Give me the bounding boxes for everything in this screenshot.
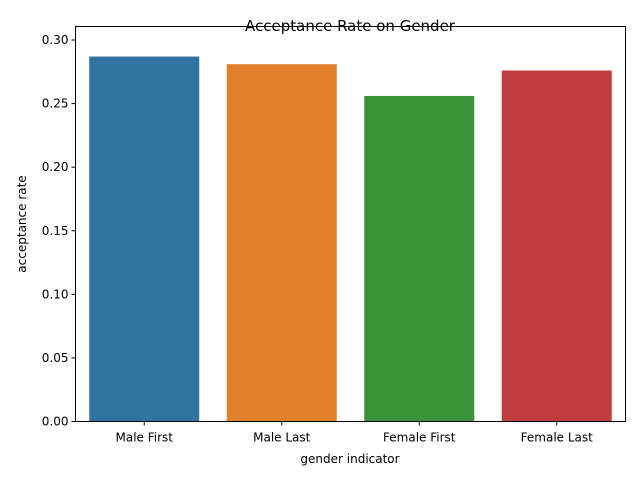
x-tick-label: Male Last <box>253 431 311 445</box>
x-axis-label: gender indicator <box>300 452 399 466</box>
bar-male-first <box>89 56 200 422</box>
x-tick-label: Male First <box>116 431 174 445</box>
bar-female-last <box>501 70 612 422</box>
bar-male-last <box>226 64 337 422</box>
y-tick-label: 0.30 <box>42 33 69 47</box>
x-axis: Male First Male Last Female First Female La… <box>116 421 593 445</box>
y-axis: 0.00 0.05 0.10 0.15 0.20 0.25 0.30 <box>42 33 76 429</box>
y-axis-label: acceptance rate <box>15 175 29 272</box>
x-tick-label: Female First <box>383 431 456 445</box>
y-tick-label: 0.15 <box>42 224 69 238</box>
plot-frame <box>75 26 626 422</box>
y-tick-label: 0.20 <box>42 160 69 174</box>
y-tick-label: 0.25 <box>42 97 69 111</box>
y-tick-label: 0.05 <box>42 351 69 365</box>
y-tick-label: 0.10 <box>42 287 69 301</box>
x-tick-label: Female Last <box>521 431 593 445</box>
bar-female-first <box>364 95 475 422</box>
bars-group <box>89 56 612 422</box>
y-tick-label: 0.00 <box>42 415 69 429</box>
